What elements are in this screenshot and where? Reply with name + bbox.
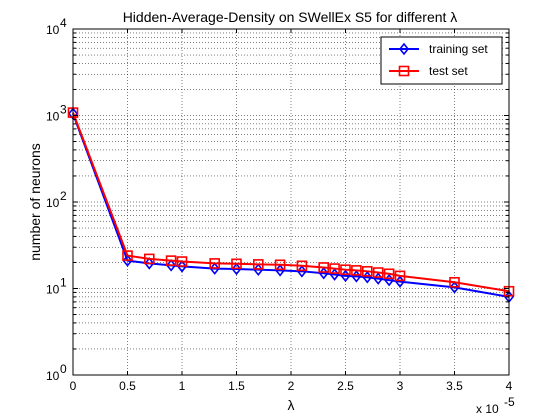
legend: training set test set	[380, 36, 503, 85]
data-point	[383, 268, 395, 280]
y-tick-label: 10	[46, 196, 60, 210]
data-point	[398, 42, 410, 56]
x-axis-label: λ	[288, 397, 295, 413]
legend-label: test set	[429, 64, 468, 78]
y-tick-label: 10	[46, 283, 60, 297]
data-point	[449, 276, 460, 288]
axis-ticks	[72, 29, 510, 376]
x-tick-label: 0	[70, 379, 77, 393]
y-tick-label: 10	[46, 23, 60, 37]
chart-title: Hidden-Average-Density on SWellEx S5 for…	[123, 9, 458, 25]
data-point	[176, 256, 188, 267]
data-point	[394, 270, 406, 282]
legend-box	[380, 36, 503, 85]
data-point	[351, 265, 362, 276]
x-tick-label: 0.5	[119, 379, 136, 393]
data-point	[253, 259, 264, 270]
data-point	[209, 258, 220, 269]
x-multiplier-exponent: -5	[504, 395, 515, 409]
series-line	[72, 112, 510, 293]
data-point	[296, 260, 308, 272]
y-tick-exponent: 0	[60, 362, 67, 376]
data-point	[165, 255, 177, 266]
y-tick-exponent: 2	[60, 189, 67, 203]
series-layer	[67, 107, 515, 304]
data-point	[449, 281, 460, 294]
x-tick-label: 3	[397, 379, 404, 393]
data-point	[144, 253, 155, 265]
data-point	[361, 266, 373, 277]
x-tick-label: 2.5	[337, 379, 354, 393]
data-point	[231, 258, 242, 270]
data-point	[122, 250, 133, 261]
data-point	[231, 262, 242, 276]
data-point	[144, 257, 155, 270]
x-tick-label: 1	[179, 379, 186, 393]
y-tick-exponent: 3	[60, 103, 67, 117]
data-point	[176, 260, 188, 273]
x-tick-label: 4	[506, 379, 513, 393]
y-tick-exponent: 1	[60, 276, 67, 290]
x-multiplier: x 10 -5	[476, 395, 515, 416]
x-multiplier-base: x 10	[476, 402, 499, 416]
y-tick-label: 10	[46, 110, 60, 124]
y-axis-label: number of neurons	[27, 143, 43, 261]
x-tick-label: 2	[288, 379, 295, 393]
data-point	[274, 259, 286, 271]
data-point	[372, 267, 384, 278]
data-point	[122, 254, 133, 267]
data-point	[318, 262, 330, 273]
data-point	[253, 263, 264, 276]
data-point	[209, 262, 220, 275]
data-point	[329, 263, 340, 274]
y-tick-exponent: 4	[60, 16, 67, 30]
x-tick-label: 1.5	[228, 379, 245, 393]
data-point	[340, 264, 351, 275]
data-point	[398, 65, 410, 77]
legend-label: training set	[429, 42, 488, 56]
x-tick-labels: 0 0.5 1 1.5 2 2.5 3 3.5 4	[70, 379, 513, 393]
x-tick-label: 3.5	[446, 379, 463, 393]
y-tick-label: 10	[46, 369, 60, 383]
data-point	[166, 259, 177, 272]
